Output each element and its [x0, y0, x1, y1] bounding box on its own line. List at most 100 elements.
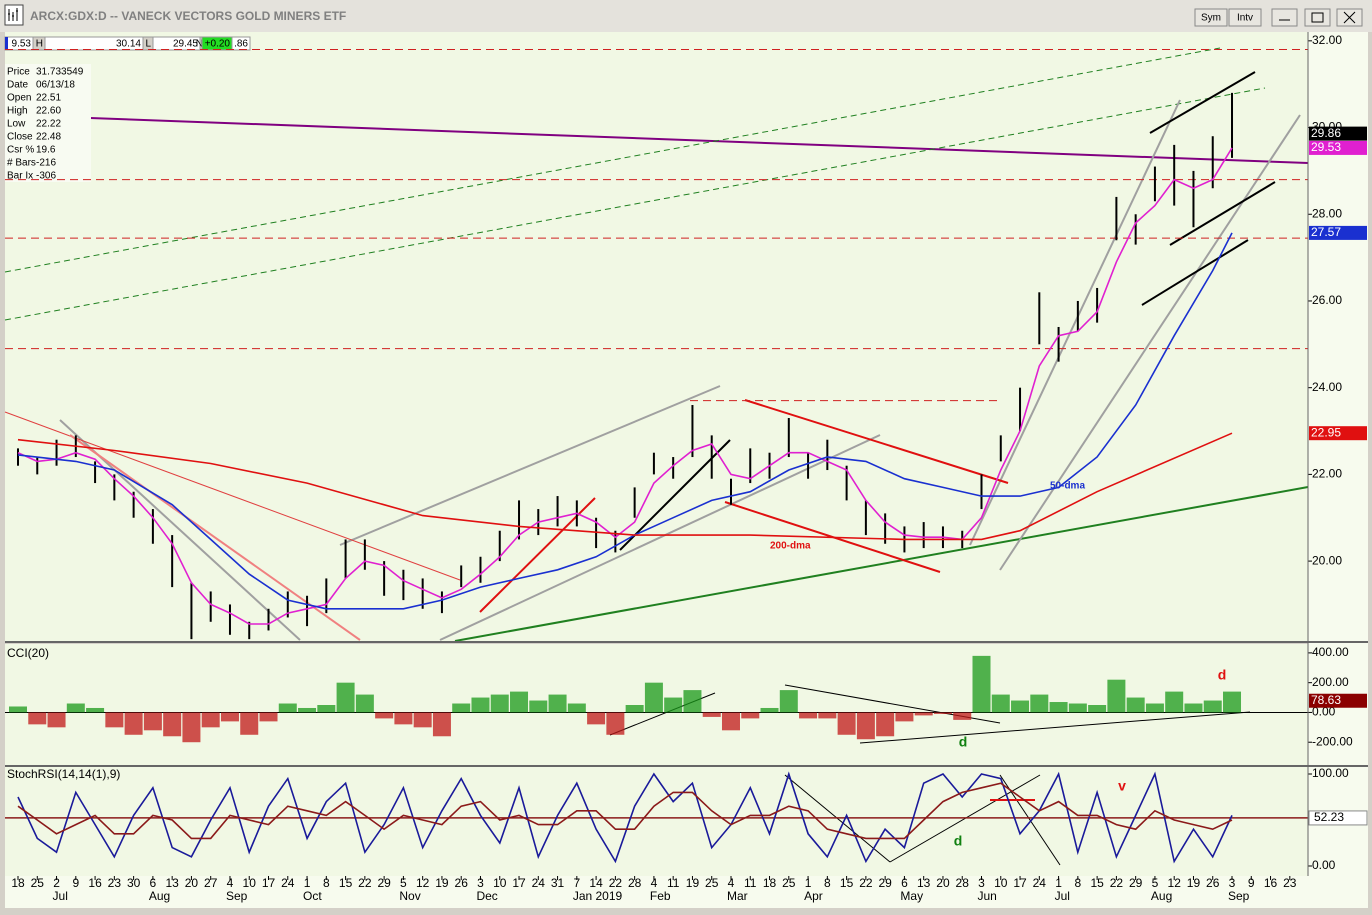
window-title: ARCX:GDX:D -- VANECK VECTORS GOLD MINERS… — [30, 9, 346, 23]
month-label: Aug — [1151, 889, 1172, 903]
cci-bar — [1107, 679, 1126, 713]
cci-bar — [375, 712, 394, 719]
info-value: 31.733549 — [36, 67, 84, 78]
cci-bar — [278, 703, 297, 713]
control-glyphs — [1279, 11, 1356, 24]
cci-bar — [182, 712, 201, 743]
last-value-box — [1309, 140, 1367, 155]
cci-bar — [490, 694, 509, 713]
cci-bar — [1049, 702, 1068, 713]
stoch-line — [17, 771, 1233, 864]
x-tick-label: 15 — [1090, 876, 1104, 890]
cci-bar — [86, 707, 105, 713]
x-tick-label: 22 — [609, 876, 623, 890]
cci-bar — [355, 694, 374, 713]
cci-bar — [105, 712, 124, 728]
cci-bar — [779, 690, 798, 713]
x-tick-label: 13 — [917, 876, 931, 890]
x-tick-label: 20 — [936, 876, 950, 890]
trendline — [969, 99, 1181, 546]
y-tick-label: 0.00 — [1312, 858, 1336, 872]
x-tick-label: 5 — [400, 876, 407, 890]
trendline — [1169, 181, 1276, 246]
x-tick-label: 10 — [243, 876, 257, 890]
month-label: Nov — [399, 889, 420, 903]
info-label: Bar Ix — [7, 171, 33, 182]
x-tick-label: 17 — [512, 876, 526, 890]
info-value: 22.22 — [36, 119, 61, 130]
cci-bar — [664, 697, 683, 713]
info-label: Low — [7, 119, 26, 130]
last-value-label: 27.57 — [1311, 225, 1341, 239]
x-tick-label: 29 — [878, 876, 892, 890]
trendline — [1149, 71, 1256, 134]
cci-bar — [702, 712, 721, 717]
last-value-box — [1309, 126, 1367, 141]
cci-bar — [394, 712, 413, 725]
info-value: 19.6 — [36, 145, 56, 156]
cci-bar — [336, 682, 355, 713]
cci-bar — [972, 655, 991, 713]
month-label: Sep — [226, 889, 248, 903]
info-value: 22.48 — [36, 132, 61, 143]
x-tick-label: 22 — [859, 876, 873, 890]
toolbar-button-label: Sym — [1201, 13, 1221, 24]
cci-bar — [471, 697, 490, 713]
last-value-box — [1309, 225, 1367, 240]
x-tick-label: 10 — [493, 876, 507, 890]
x-tick-label: 24 — [281, 876, 295, 890]
x-tick-label: 3 — [477, 876, 484, 890]
y-tick-label: 24.00 — [1312, 380, 1342, 394]
minimize-button[interactable] — [1271, 8, 1298, 27]
month-label: May — [900, 889, 923, 903]
month-label: Mar — [727, 889, 748, 903]
info-value: 22.51 — [36, 93, 61, 104]
x-tick-label: 3 — [1229, 876, 1236, 890]
quote-value: L — [145, 39, 151, 50]
toolbar-button[interactable] — [1194, 8, 1228, 27]
month-label: Sep — [1228, 889, 1250, 903]
x-tick-label: 23 — [108, 876, 122, 890]
month-label: Jul — [1055, 889, 1070, 903]
x-tick-label: 5 — [1152, 876, 1159, 890]
y-tick-label: 22.00 — [1312, 467, 1342, 481]
cci-bar — [220, 712, 239, 722]
x-tick-label: 8 — [1075, 876, 1082, 890]
cci-bar — [1126, 697, 1145, 713]
panel-title: StochRSI(14,14(1),9) — [7, 767, 120, 781]
month-label: Apr — [804, 889, 823, 903]
trendline — [4, 47, 1221, 273]
x-tick-label: 15 — [840, 876, 854, 890]
annotation: d — [1218, 667, 1227, 683]
info-label: Price — [7, 67, 30, 78]
month-label: Jan 2019 — [573, 889, 623, 903]
x-tick-label: 10 — [994, 876, 1008, 890]
cci-bar — [856, 712, 875, 740]
x-tick-label: 9 — [72, 876, 79, 890]
trendline — [859, 711, 1251, 744]
x-tick-label: 19 — [435, 876, 449, 890]
trendlines — [4, 47, 1309, 866]
cci-bar — [529, 700, 548, 713]
cci-bar — [317, 705, 336, 713]
info-label: Csr % — [7, 145, 34, 156]
trendline — [1141, 239, 1249, 306]
annotation: d — [954, 833, 963, 849]
x-tick-label: 4 — [651, 876, 658, 890]
toolbar-button[interactable] — [1228, 8, 1262, 27]
x-tick-label: 25 — [705, 876, 719, 890]
x-tick-label: 1 — [304, 876, 311, 890]
last-value-label: 29.53 — [1311, 140, 1341, 154]
x-tick-label: 11 — [667, 876, 680, 890]
cci-bar — [760, 707, 779, 713]
cci-bar — [876, 712, 895, 737]
x-tick-label: 1 — [1055, 876, 1062, 890]
y-tick-label: 400.00 — [1312, 645, 1349, 659]
trendline — [339, 385, 721, 546]
x-tick-label: 18 — [11, 876, 25, 890]
x-tick-label: 19 — [686, 876, 700, 890]
maximize-button[interactable] — [1304, 8, 1331, 27]
x-tick-label: 27 — [204, 876, 218, 890]
quote-value: 9.53 — [12, 39, 32, 50]
trendline — [89, 117, 1309, 164]
